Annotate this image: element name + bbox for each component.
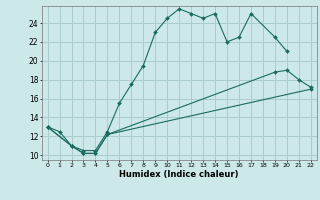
X-axis label: Humidex (Indice chaleur): Humidex (Indice chaleur) — [119, 170, 239, 179]
